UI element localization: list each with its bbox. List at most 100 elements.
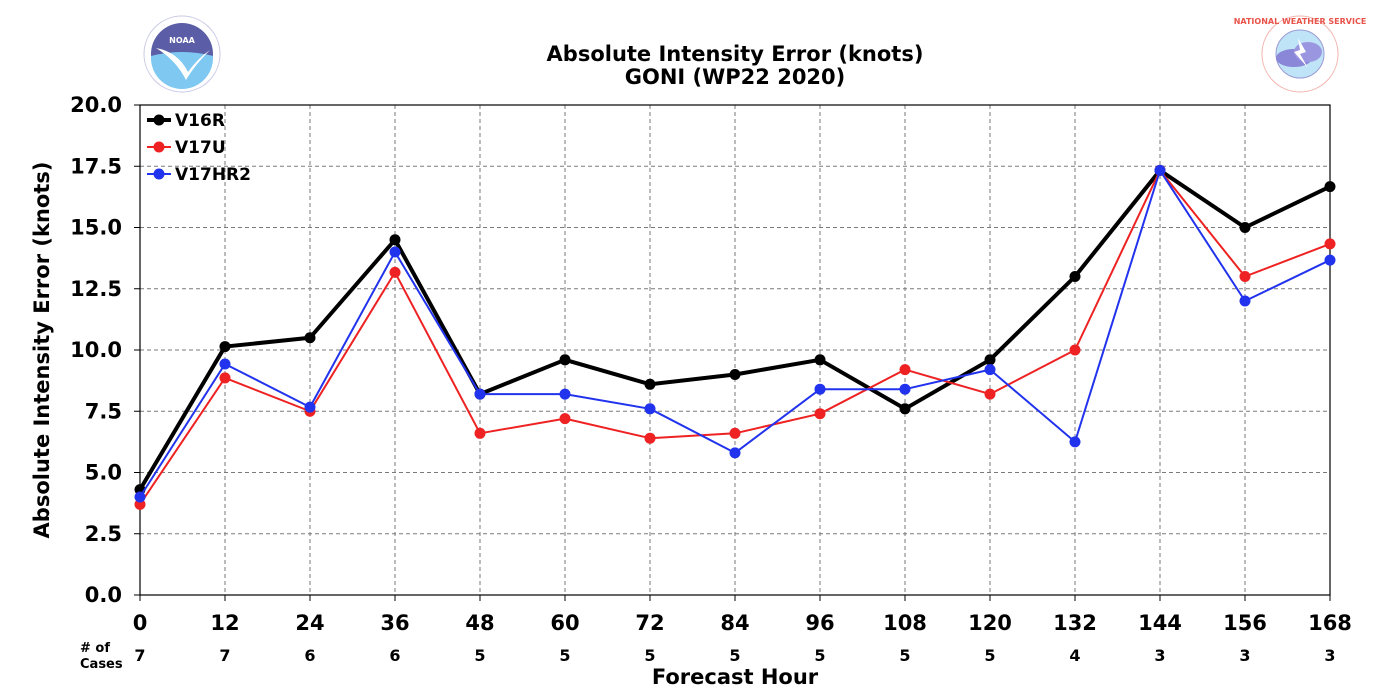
chart-title: Absolute Intensity Error (knots) <box>547 42 924 66</box>
case-count: 4 <box>1069 646 1080 665</box>
data-point <box>219 341 231 353</box>
data-point <box>1239 295 1251 307</box>
y-axis-label: Absolute Intensity Error (knots) <box>30 162 54 539</box>
case-count: 7 <box>219 646 230 665</box>
data-point <box>1324 181 1336 193</box>
x-tick-label: 120 <box>968 611 1012 635</box>
x-tick-label: 72 <box>635 611 664 635</box>
y-tick-label: 12.5 <box>70 277 122 301</box>
data-point <box>899 364 911 376</box>
data-point <box>644 403 656 415</box>
case-count: 7 <box>134 646 145 665</box>
y-tick-label: 7.5 <box>85 399 122 423</box>
legend: V16R V17U V17HR2 <box>147 111 251 185</box>
data-point <box>389 234 401 246</box>
data-point <box>984 388 996 400</box>
data-point <box>304 332 316 344</box>
case-count: 5 <box>559 646 570 665</box>
data-point <box>474 427 486 439</box>
data-point <box>729 447 741 459</box>
data-point <box>1239 271 1251 282</box>
data-point <box>984 364 996 376</box>
case-counts: 7 7 6 6 5 5 5 5 5 5 5 4 3 3 3 <box>134 646 1335 665</box>
data-point <box>814 408 826 420</box>
data-point <box>559 388 571 400</box>
x-tick-label: 132 <box>1053 611 1097 635</box>
data-point <box>1069 344 1081 356</box>
data-point <box>644 378 656 390</box>
x-tick-label: 84 <box>720 611 749 635</box>
data-point <box>559 413 571 425</box>
legend-item-v16r: V16R <box>147 111 225 131</box>
case-count: 5 <box>984 646 995 665</box>
legend-label: V16R <box>175 111 225 131</box>
x-tick-label: 96 <box>805 611 834 635</box>
case-count: 5 <box>729 646 740 665</box>
chart-subtitle: GONI (WP22 2020) <box>625 65 846 89</box>
case-count: 3 <box>1154 646 1165 665</box>
x-tick-label: 156 <box>1223 611 1267 635</box>
case-count: 6 <box>389 646 400 665</box>
x-axis-label: Forecast Hour <box>652 665 819 689</box>
data-point <box>1069 271 1081 282</box>
y-tick-label: 5.0 <box>85 461 122 485</box>
data-point <box>1239 222 1251 233</box>
data-point <box>559 354 571 366</box>
y-ticks: 0.0 2.5 5.0 7.5 10.0 12.5 15.0 17.5 20.0 <box>70 93 140 607</box>
legend-label: V17HR2 <box>175 165 251 185</box>
y-tick-label: 2.5 <box>85 522 122 546</box>
data-point <box>474 388 486 400</box>
data-point <box>729 427 741 439</box>
data-point <box>1324 238 1336 250</box>
y-tick-label: 20.0 <box>70 93 122 117</box>
x-tick-label: 24 <box>295 611 324 635</box>
case-count: 5 <box>814 646 825 665</box>
y-tick-label: 10.0 <box>70 338 122 362</box>
case-count: 3 <box>1324 646 1335 665</box>
case-count: 6 <box>304 646 315 665</box>
nws-logo-icon: NATIONAL WEATHER SERVICE <box>1234 15 1367 93</box>
series-v17hr2 <box>134 164 1336 503</box>
legend-label: V17U <box>175 138 226 158</box>
cases-label-line2: Cases <box>80 657 123 672</box>
data-point <box>729 369 741 380</box>
case-count: 5 <box>644 646 655 665</box>
x-tick-label: 168 <box>1308 611 1352 635</box>
legend-swatch-marker <box>153 168 165 180</box>
data-point <box>134 491 146 503</box>
data-point <box>219 358 231 370</box>
y-tick-label: 15.0 <box>70 216 122 240</box>
noaa-logo-text: NOAA <box>169 36 195 45</box>
data-point <box>1324 254 1336 266</box>
x-tick-label: 108 <box>883 611 927 635</box>
data-point <box>219 372 231 384</box>
noaa-logo-icon: NOAA <box>143 15 221 93</box>
grid-lines <box>140 105 1330 595</box>
data-point <box>1154 164 1166 176</box>
legend-item-v17u: V17U <box>147 138 226 158</box>
case-count: 3 <box>1239 646 1250 665</box>
data-point <box>814 354 826 366</box>
data-point <box>899 383 911 395</box>
series-lines <box>134 164 1336 510</box>
x-tick-label: 144 <box>1138 611 1182 635</box>
x-tick-label: 12 <box>210 611 239 635</box>
data-point <box>984 354 996 366</box>
legend-swatch-marker <box>153 114 165 126</box>
data-point <box>899 403 911 415</box>
data-point <box>304 401 316 413</box>
case-count: 5 <box>474 646 485 665</box>
data-point <box>389 266 401 278</box>
x-tick-label: 36 <box>380 611 409 635</box>
data-point <box>814 383 826 395</box>
data-point <box>389 246 401 258</box>
x-tick-label: 0 <box>133 611 148 635</box>
legend-swatch-marker <box>153 141 165 153</box>
cases-label-line1: # of <box>80 641 110 656</box>
nws-logo-text: NATIONAL WEATHER SERVICE <box>1234 17 1367 26</box>
x-ticks: 0 12 24 36 48 60 72 84 96 108 120 132 144 156 168 <box>133 595 1352 635</box>
y-tick-label: 17.5 <box>70 154 122 178</box>
legend-item-v17hr2: V17HR2 <box>147 165 251 185</box>
